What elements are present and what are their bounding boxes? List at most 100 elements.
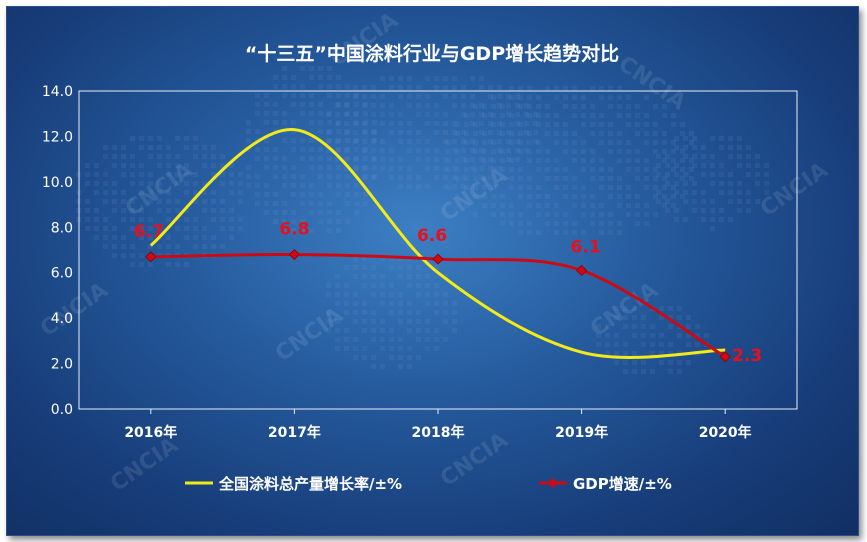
map-dot [491, 212, 496, 217]
map-dot [336, 84, 341, 89]
map-dot [327, 165, 332, 170]
x-tick-label: 2016年 [124, 424, 177, 441]
map-dot [309, 66, 314, 71]
map-dot [85, 172, 90, 177]
map-dot [674, 163, 679, 168]
map-dot [488, 175, 493, 180]
map-dot [683, 190, 688, 195]
map-dot [635, 131, 640, 136]
map-dot [229, 190, 234, 195]
map-dot [644, 158, 649, 163]
map-dot [509, 158, 514, 163]
map-dot [336, 192, 341, 197]
map-dot [719, 190, 724, 195]
map-dot [656, 190, 661, 195]
map-dot [527, 185, 532, 190]
map-dot [719, 145, 724, 150]
map-dot [130, 217, 135, 222]
map-dot [563, 194, 568, 199]
map-dot [623, 342, 628, 347]
map-dot [536, 230, 541, 235]
map-dot [326, 130, 331, 135]
map-dot [363, 156, 368, 161]
map-dot [581, 140, 586, 145]
map-dot [452, 328, 457, 333]
map-dot [605, 342, 610, 347]
map-dot [175, 244, 180, 249]
map-dot [326, 319, 331, 324]
map-dot [300, 183, 305, 188]
map-dot [527, 131, 532, 136]
map-dot [318, 192, 323, 197]
map-dot [617, 194, 622, 199]
map-dot [121, 190, 126, 195]
map-dot [599, 86, 604, 91]
map-dot [300, 219, 305, 224]
map-dot [464, 131, 469, 136]
map-dot [635, 212, 640, 217]
map-dot [354, 183, 359, 188]
map-dot [335, 274, 340, 279]
map-dot [184, 262, 189, 267]
map-dot [246, 129, 251, 134]
map-dot [380, 301, 385, 306]
map-dot [617, 131, 622, 136]
map-dot [362, 130, 367, 135]
map-dot [389, 76, 394, 81]
map-dot [353, 157, 358, 162]
watermark-layer: CNCIA CNCIA CNCIA CNCIA CNCIA CNCIA CNCI… [36, 8, 833, 497]
map-dot [416, 283, 421, 288]
map-dot [461, 94, 466, 99]
map-dot [479, 112, 484, 117]
map-dot [728, 181, 733, 186]
map-dot [545, 203, 550, 208]
map-dot [389, 166, 394, 171]
map-dot [626, 212, 631, 217]
map-dot [85, 217, 90, 222]
map-dot [112, 190, 117, 195]
map-dot [599, 203, 604, 208]
map-dot [623, 360, 628, 365]
map-dot [470, 148, 475, 153]
map-dot [398, 121, 403, 126]
map-dot [103, 190, 108, 195]
map-dot [371, 157, 376, 162]
map-dot [671, 122, 676, 127]
map-dot [85, 181, 90, 186]
map-dot [389, 130, 394, 135]
world-map-backdrop [76, 66, 769, 374]
map-dot [671, 203, 676, 208]
map-dot [659, 351, 664, 356]
map-dot [479, 130, 484, 135]
map-dot [398, 112, 403, 117]
map-dot [509, 203, 514, 208]
map-dot [425, 166, 430, 171]
map-dot [362, 103, 367, 108]
map-dot [482, 185, 487, 190]
map-dot [229, 181, 234, 186]
map-dot [737, 208, 742, 213]
map-dot [590, 113, 595, 118]
map-dot [518, 176, 523, 181]
map-dot [380, 337, 385, 342]
y-tick-label: 8.0 [51, 220, 73, 236]
map-dot [255, 147, 260, 152]
map-dot [572, 203, 577, 208]
map-dot [710, 199, 715, 204]
map-dot [416, 94, 421, 99]
map-dot [710, 172, 715, 177]
map-dot [434, 148, 439, 153]
map-dot [536, 122, 541, 127]
map-dot [641, 324, 646, 329]
map-dot [686, 315, 691, 320]
map-dot [533, 130, 538, 135]
map-dot [220, 163, 225, 168]
map-dot [425, 121, 430, 126]
map-dot [139, 226, 144, 231]
map-dot [353, 130, 358, 135]
map-dot [680, 194, 685, 199]
map-dot [238, 199, 243, 204]
map-dot [291, 165, 296, 170]
map-dot [157, 145, 162, 150]
map-dot [300, 192, 305, 197]
